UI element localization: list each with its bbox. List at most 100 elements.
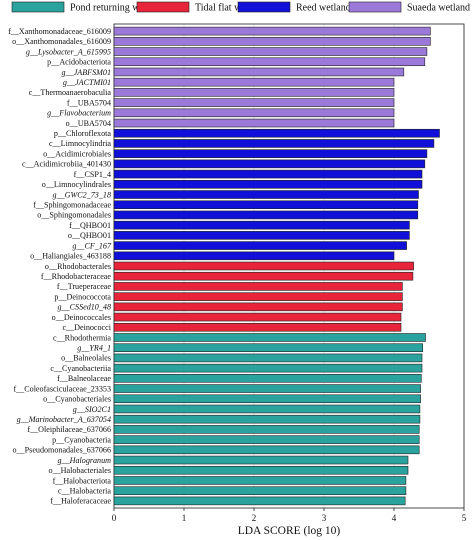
x-tick-label: 4: [392, 513, 397, 523]
legend-swatch: [348, 1, 402, 13]
bar-label: o__Xanthomonadales_616009: [12, 37, 111, 46]
bar-label: o__Cyanobacteriales: [43, 395, 111, 404]
bar: [113, 322, 402, 332]
bar: [113, 169, 423, 179]
bar-label: g__Lysobacter_A_615995: [26, 47, 111, 56]
bar-label: c__Acidimicrobiia_401430: [22, 160, 111, 169]
bar: [113, 77, 395, 87]
bar-label: f__Halobacteriota: [53, 476, 112, 485]
bar: [113, 496, 406, 506]
bar-label: o__Haliangiales_463188: [30, 252, 111, 261]
legend-swatch: [237, 1, 291, 13]
bar-label: f__Trueperaceae: [57, 282, 111, 291]
bar-label: g__YR4_1: [77, 344, 111, 353]
bar-label: p__Deinococcota: [54, 292, 111, 301]
bar: [113, 159, 426, 169]
bar: [113, 149, 428, 158]
x-axis-label: LDA SCORE (log 10): [238, 525, 341, 537]
legend-label: Reed wetland: [296, 3, 351, 14]
bar: [113, 210, 419, 220]
legend-swatch: [136, 1, 190, 13]
bar-label: f__Xanthomonadaceae_616009: [8, 27, 111, 36]
bar-label: f__Coleofasciculaceae_23353: [13, 384, 111, 393]
bar-label: g__CF_167: [72, 241, 112, 250]
bar: [113, 363, 423, 373]
bar-label: f__Oleiphilaceae_637066: [27, 425, 111, 434]
bar-label: f__Sphingomonadaceae: [33, 201, 111, 210]
bar-label: o__Limnocylindrales: [42, 180, 111, 189]
bar: [113, 425, 420, 434]
bar: [113, 108, 395, 118]
x-tick-label: 0: [112, 513, 117, 523]
bar-label: c__Thermoanaerobaculia: [29, 88, 112, 97]
x-tick-label: 2: [252, 513, 257, 523]
legend-label: Suaeda wetland: [407, 3, 470, 14]
bar-labels: f__Xanthomonadaceae_616009o__Xanthomonad…: [8, 27, 112, 506]
x-tick-label: 1: [182, 513, 187, 523]
bar: [113, 476, 407, 485]
bar-label: c__Limnocylindria: [49, 139, 111, 148]
bar-label: o__Acidimicrobiales: [43, 149, 111, 158]
bar: [113, 414, 421, 424]
bar: [113, 282, 403, 291]
bar: [113, 465, 409, 475]
bar-label: f__CSP1_4: [74, 170, 111, 179]
bar-label: g__Flavobacterium: [47, 109, 111, 118]
bar-label: c__Deinococci: [62, 323, 111, 332]
bar: [113, 47, 428, 56]
bar: [113, 98, 395, 107]
bar: [113, 271, 414, 281]
bar-label: c__Cyanobacteriia: [50, 364, 111, 373]
legend-swatch: [11, 1, 65, 13]
bar-label: f__Rhodobacteraceae: [41, 272, 112, 281]
bar-label: f__Balneolaceae: [57, 374, 111, 383]
bar: [113, 241, 407, 250]
bar-label: o__Sphingomonadales: [37, 211, 111, 220]
bar-label: f__Haloferacaceae: [50, 497, 111, 506]
bar: [113, 333, 426, 342]
bar-label: g__JABFSM01: [62, 68, 111, 77]
bar: [113, 57, 426, 67]
bar: [113, 231, 410, 240]
bar: [113, 190, 419, 199]
legend: Pond returning wetland Tidal flat wetland…: [11, 1, 470, 14]
x-axis: 0 1 2 3 4 5: [112, 508, 467, 523]
bar-label: f__QHBO01: [69, 221, 111, 230]
bar: [113, 435, 420, 444]
bar: [113, 374, 422, 383]
bar-label: p__Cyanobacteria: [52, 435, 111, 444]
bar-label: o__Deinococcales: [52, 313, 111, 322]
bar: [113, 251, 395, 261]
bar-label: o__Rhodobacterales: [45, 262, 111, 271]
bar: [113, 394, 421, 404]
bar: [113, 180, 423, 189]
bar-label: o__Balneolales: [61, 354, 111, 363]
bar-label: o__QHBO01: [68, 231, 111, 240]
bar: [113, 139, 435, 148]
bar: [113, 343, 424, 352]
bar-label: g__SIO2C1: [73, 405, 111, 414]
bar: [113, 26, 431, 36]
bar: [113, 455, 409, 465]
bar-label: g__CSSed10_48: [57, 303, 111, 312]
bar: [113, 261, 414, 271]
bar: [113, 128, 440, 138]
x-tick-label: 5: [462, 513, 467, 523]
bar: [113, 486, 407, 495]
bar: [113, 353, 423, 363]
bar: [113, 445, 420, 455]
bar-label: g__JACTMI01: [63, 78, 111, 87]
bar-label: p__Chloroflexota: [54, 129, 112, 138]
bar-label: c__Rhodothermia: [53, 333, 111, 342]
bar: [113, 404, 421, 414]
bar-label: p__Acidobacteriota: [47, 58, 111, 67]
bar: [113, 88, 395, 97]
bar-label: g__Marinobacter_A_637054: [17, 415, 111, 424]
legend-label: Tidal flat wetland: [195, 3, 266, 14]
bar-label: g__GWC2_73_18: [53, 190, 111, 199]
bar: [113, 292, 403, 301]
x-tick-label: 3: [322, 513, 327, 523]
bar: [113, 200, 419, 210]
bar-label: c__Halobacteria: [58, 486, 111, 495]
bar-label: o__Pseudomonadales_637066: [13, 446, 111, 455]
